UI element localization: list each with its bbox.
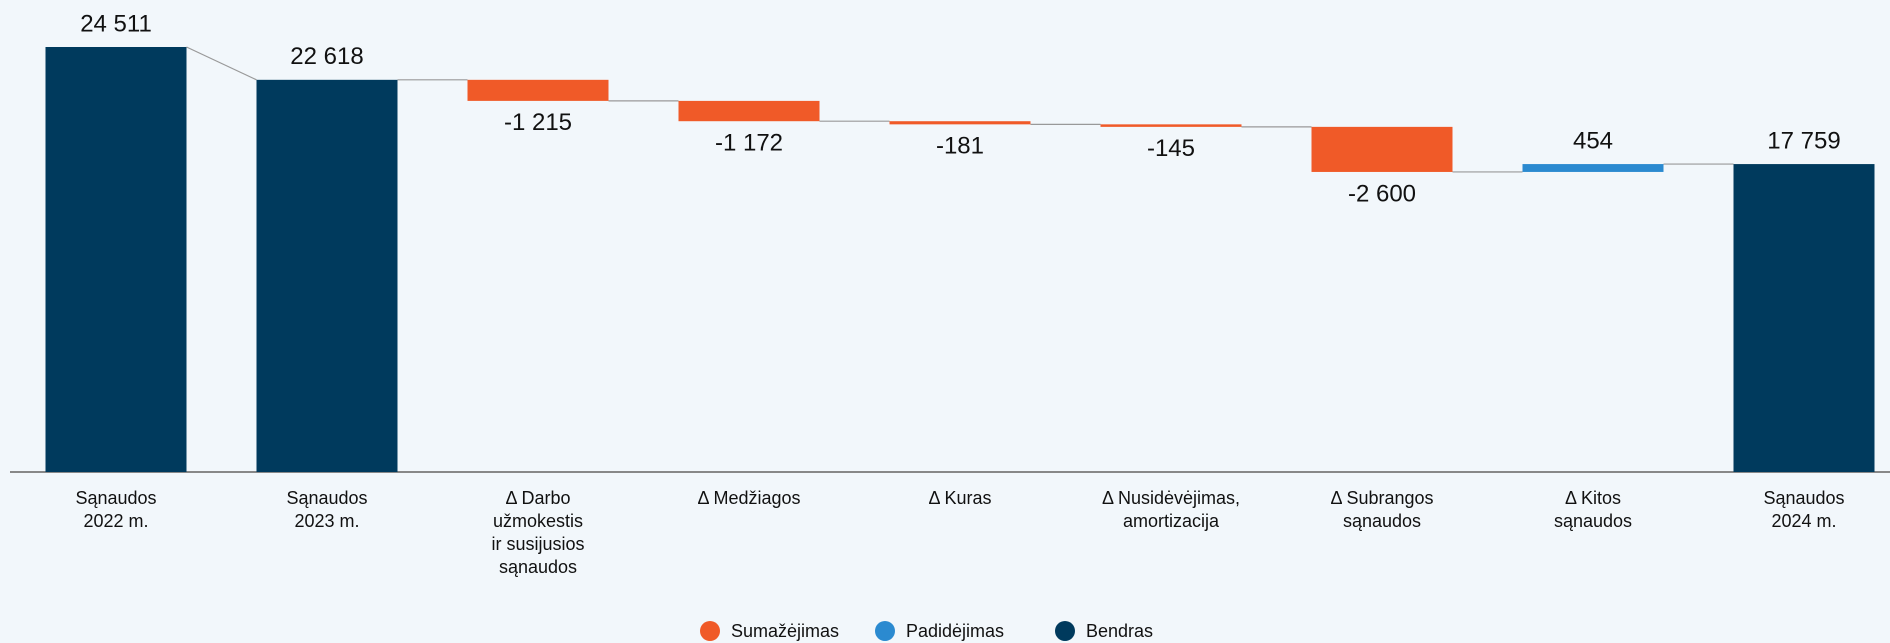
x-tick-label: Δ Subrangos [1330, 488, 1433, 508]
x-tick-label: Sąnaudos [75, 488, 156, 508]
x-tick-label: sąnaudos [499, 557, 577, 577]
x-tick-label: Δ Kuras [928, 488, 991, 508]
value-label: -181 [936, 133, 984, 160]
legend-marker [1055, 621, 1075, 641]
value-label: 24 511 [80, 10, 152, 37]
bar [1100, 124, 1242, 127]
bar [467, 79, 609, 101]
bar [1733, 164, 1875, 472]
x-tick-label: Δ Kitos [1565, 488, 1621, 508]
value-label: -2 600 [1348, 180, 1416, 207]
bar [1522, 164, 1664, 172]
value-label: 17 759 [1767, 127, 1840, 154]
value-label: -145 [1147, 135, 1195, 162]
bar [45, 47, 187, 472]
x-tick-label: sąnaudos [1554, 511, 1632, 531]
x-tick-label: sąnaudos [1343, 511, 1421, 531]
x-tick-label: Sąnaudos [286, 488, 367, 508]
x-tick-label: ir susijusios [491, 534, 584, 554]
value-label: 454 [1573, 127, 1613, 154]
x-tick-label: amortizacija [1123, 511, 1220, 531]
x-tick-label: 2024 m. [1771, 511, 1836, 531]
x-tick-label: Δ Darbo [505, 488, 570, 508]
legend-marker [700, 621, 720, 641]
value-label: -1 172 [715, 130, 783, 157]
x-tick-label: užmokestis [493, 511, 583, 531]
x-tick-label: Sąnaudos [1763, 488, 1844, 508]
x-tick-label: Δ Nusidėvėjimas, [1102, 488, 1240, 508]
legend-marker [875, 621, 895, 641]
legend-label: Bendras [1086, 621, 1153, 641]
connector [186, 46, 257, 81]
value-label: -1 215 [504, 109, 572, 136]
x-tick-label: 2022 m. [83, 511, 148, 531]
bar [256, 79, 398, 472]
bar [889, 121, 1031, 125]
legend-label: Sumažėjimas [731, 621, 839, 641]
x-tick-label: 2023 m. [294, 511, 359, 531]
bar [678, 100, 820, 122]
legend-label: Padidėjimas [906, 621, 1004, 641]
x-tick-label: Δ Medžiagos [697, 488, 800, 508]
value-label: 22 618 [290, 43, 363, 70]
bar [1311, 126, 1453, 172]
